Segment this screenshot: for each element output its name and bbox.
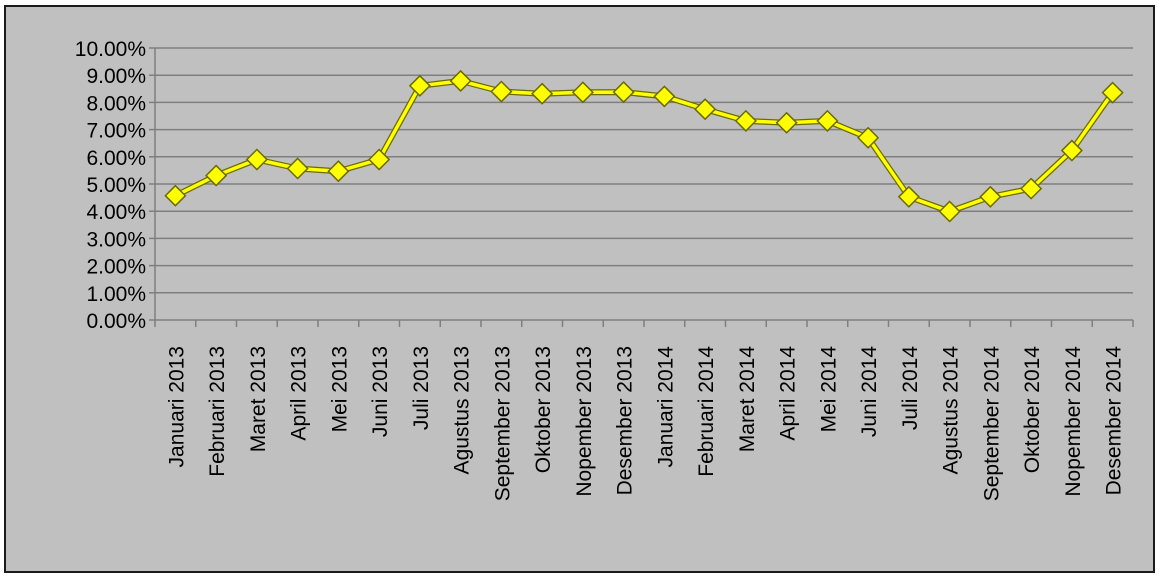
data-point-marker	[1060, 139, 1083, 162]
x-axis-category-label: Juni 2013	[369, 346, 392, 437]
gridlines	[155, 47, 1133, 294]
y-axis-tick-label: 6.00%	[86, 147, 146, 170]
data-point-marker	[857, 126, 880, 149]
axes	[149, 47, 1134, 327]
x-axis-category-label: Agustus 2013	[451, 346, 474, 474]
data-point-marker	[164, 184, 187, 207]
y-axis-tick-labels: 10.00% 9.00% 8.00% 7.00% 6.00% 5.00% 4.00% 3.00…	[75, 38, 146, 333]
x-axis-category-label: Januari 2014	[654, 346, 677, 468]
data-markers	[164, 69, 1124, 223]
y-axis-tick-label: 3.00%	[86, 228, 146, 251]
x-axis-category-label: Oktober 2014	[1021, 346, 1044, 474]
y-axis-tick-label: 8.00%	[86, 92, 146, 115]
x-axis-category-label: Desember 2013	[614, 346, 637, 495]
data-series	[174, 77, 1116, 215]
y-axis-tick-label: 10.00%	[75, 38, 146, 61]
y-axis-tick-label: 0.00%	[86, 310, 146, 333]
x-axis-category-label: Mei 2014	[817, 346, 840, 433]
x-axis-category-label: Maret 2014	[736, 346, 759, 453]
data-point-marker	[449, 69, 472, 92]
y-axis-tick-label: 7.00%	[86, 120, 146, 143]
data-point-marker	[286, 157, 309, 180]
x-axis-category-label: Juli 2014	[899, 346, 922, 430]
x-axis-category-label: Mei 2013	[328, 346, 351, 432]
x-axis-category-label: September 2014	[980, 346, 1003, 502]
x-axis-category-label: April 2014	[777, 346, 800, 441]
data-point-marker	[490, 80, 513, 103]
chart-area: 10.00% 9.00% 8.00% 7.00% 6.00% 5.00% 4.00% 3.00…	[4, 5, 1155, 573]
x-axis-category-label: Nopember 2014	[1062, 346, 1085, 497]
x-axis-category-label: Februari 2013	[206, 346, 229, 477]
x-axis-category-label: Januari 2013	[165, 346, 188, 467]
data-point-marker	[205, 164, 228, 187]
data-point-marker	[571, 81, 594, 104]
series-line-outline	[174, 77, 1116, 215]
data-point-marker	[1101, 81, 1124, 104]
data-point-marker	[816, 109, 839, 132]
data-point-marker	[368, 148, 391, 171]
x-axis-category-label: Nopember 2013	[573, 346, 596, 497]
x-axis-category-labels: Januari 2013 Februari 2013 Maret 2013 April…	[165, 346, 1125, 502]
data-point-marker	[408, 74, 431, 97]
y-axis-tick-label: 2.00%	[86, 256, 146, 279]
data-point-marker	[979, 185, 1002, 208]
data-point-marker	[775, 111, 798, 134]
x-axis-category-label: Juli 2013	[410, 346, 433, 430]
x-axis-category-label: Juni 2014	[858, 346, 881, 437]
x-axis-category-label: Desember 2014	[1103, 346, 1126, 496]
data-point-marker	[245, 148, 268, 171]
data-point-marker	[612, 81, 635, 104]
data-point-marker	[1020, 177, 1043, 200]
y-axis-tick-label: 4.00%	[86, 201, 146, 224]
x-axis-category-label: Agustus 2014	[940, 346, 963, 475]
data-point-marker	[897, 185, 920, 208]
data-point-marker	[531, 82, 554, 105]
x-axis-category-label: Maret 2013	[247, 346, 270, 452]
x-axis-category-label: Oktober 2013	[532, 346, 555, 473]
x-axis-category-label: Februari 2014	[695, 346, 718, 477]
data-point-marker	[938, 200, 961, 223]
x-axis-category-label: April 2013	[288, 346, 311, 441]
y-axis-tick-label: 5.00%	[86, 174, 146, 197]
x-axis-category-label: September 2013	[491, 346, 514, 501]
data-point-marker	[694, 98, 717, 121]
y-axis-tick-label: 1.00%	[86, 283, 146, 306]
line-chart: 10.00% 9.00% 8.00% 7.00% 6.00% 5.00% 4.00% 3.00…	[75, 38, 1134, 502]
series-line	[174, 79, 1115, 214]
y-axis-tick-label: 9.00%	[86, 65, 146, 88]
data-point-marker	[653, 85, 676, 108]
data-point-marker	[327, 160, 350, 183]
data-point-marker	[734, 109, 757, 132]
